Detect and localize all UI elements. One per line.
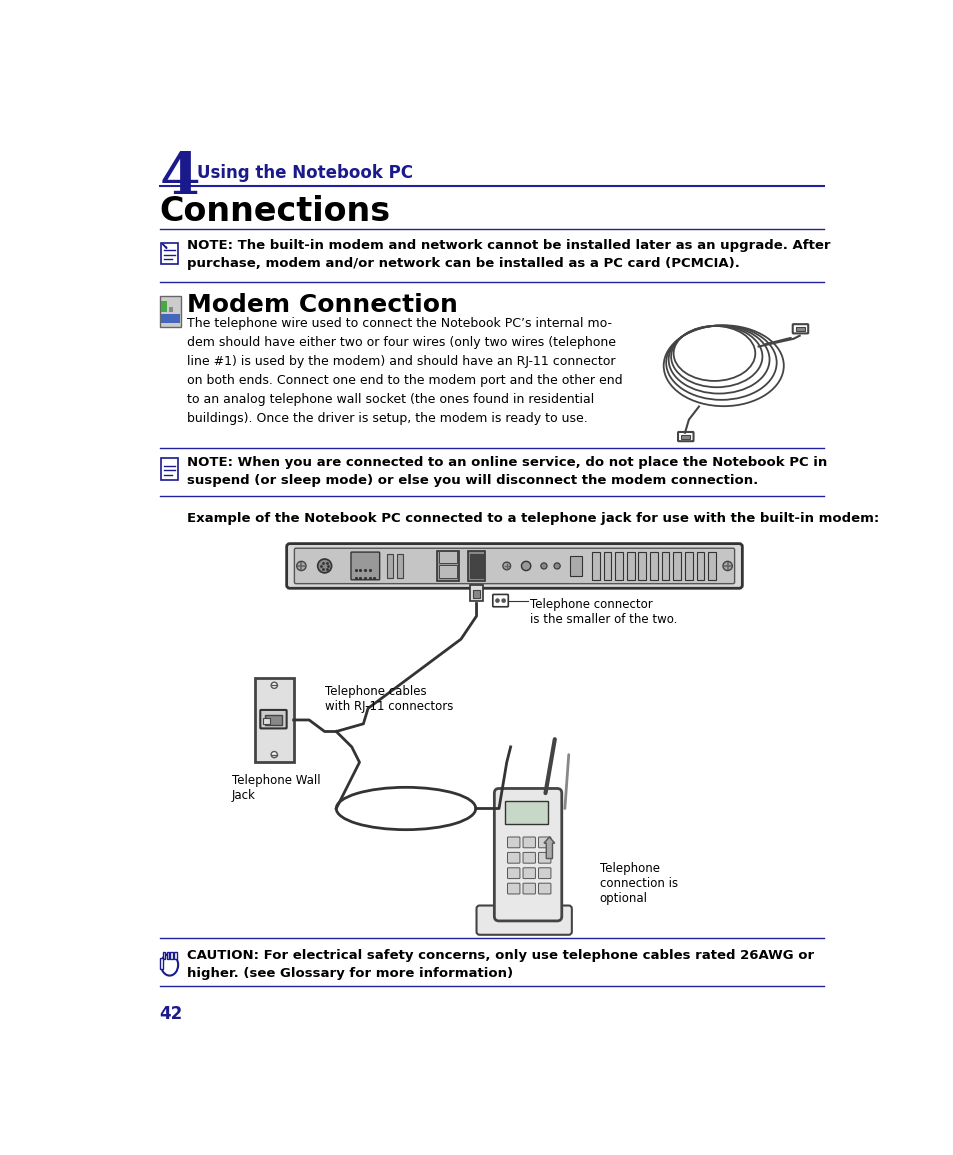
Ellipse shape [554, 562, 559, 569]
Ellipse shape [500, 598, 505, 603]
Ellipse shape [722, 561, 732, 571]
FancyBboxPatch shape [507, 867, 519, 879]
Bar [505, 800, 547, 824]
Bar [263, 717, 270, 724]
Bar [472, 590, 480, 597]
Bar [707, 552, 716, 580]
Text: Connections: Connections [159, 195, 391, 228]
Bar [169, 307, 173, 312]
Bar [438, 551, 456, 562]
Bar [470, 586, 482, 601]
Bar [161, 243, 178, 264]
Text: Telephone cables
with RJ-11 connectors: Telephone cables with RJ-11 connectors [324, 685, 453, 714]
Bar [795, 327, 804, 331]
Bar [592, 552, 599, 580]
Bar [161, 459, 178, 479]
Bar [470, 553, 482, 579]
Ellipse shape [161, 954, 178, 976]
FancyBboxPatch shape [294, 549, 734, 583]
Bar [468, 551, 484, 581]
FancyArrow shape [162, 244, 167, 248]
FancyBboxPatch shape [286, 544, 741, 588]
FancyBboxPatch shape [537, 837, 550, 848]
Text: Telephone connector
is the smaller of the two.: Telephone connector is the smaller of th… [530, 598, 677, 626]
Ellipse shape [271, 752, 277, 758]
Bar [570, 556, 581, 576]
FancyBboxPatch shape [537, 867, 550, 879]
Bar [386, 554, 393, 578]
Text: Modem Connection: Modem Connection [187, 292, 457, 316]
Text: 42: 42 [159, 1005, 183, 1023]
FancyBboxPatch shape [494, 789, 561, 921]
Text: Telephone Wall
Jack: Telephone Wall Jack [232, 774, 320, 802]
FancyBboxPatch shape [678, 432, 693, 441]
FancyBboxPatch shape [522, 852, 535, 863]
Bar [649, 552, 658, 580]
Bar [167, 952, 169, 960]
FancyBboxPatch shape [476, 906, 571, 934]
Ellipse shape [317, 559, 332, 573]
FancyBboxPatch shape [260, 710, 286, 729]
Bar [436, 551, 458, 581]
Bar [162, 952, 165, 960]
FancyBboxPatch shape [522, 884, 535, 894]
Bar [161, 301, 167, 312]
Text: Telephone
connection is
optional: Telephone connection is optional [599, 863, 678, 906]
FancyBboxPatch shape [522, 867, 535, 879]
Ellipse shape [296, 561, 306, 571]
Text: The telephone wire used to connect the Notebook PC’s internal mo-
dem should hav: The telephone wire used to connect the N… [187, 318, 622, 425]
Bar [680, 435, 690, 439]
Text: Using the Notebook PC: Using the Notebook PC [196, 164, 413, 182]
Bar [603, 552, 611, 580]
Ellipse shape [271, 683, 277, 688]
Text: NOTE: The built-in modem and network cannot be installed later as an upgrade. Af: NOTE: The built-in modem and network can… [187, 239, 830, 270]
FancyBboxPatch shape [493, 595, 508, 606]
Bar [161, 314, 179, 323]
Text: NOTE: When you are connected to an online service, do not place the Notebook PC : NOTE: When you are connected to an onlin… [187, 456, 827, 487]
Text: 4: 4 [159, 150, 200, 206]
Bar [254, 678, 294, 762]
FancyBboxPatch shape [351, 552, 379, 580]
Bar [160, 957, 162, 969]
Bar [265, 715, 282, 725]
FancyBboxPatch shape [537, 852, 550, 863]
Bar [684, 552, 692, 580]
Ellipse shape [521, 561, 530, 571]
Bar [661, 552, 669, 580]
Bar [159, 297, 181, 327]
FancyBboxPatch shape [792, 325, 807, 334]
Bar [638, 552, 645, 580]
Bar [626, 552, 634, 580]
FancyBboxPatch shape [507, 837, 519, 848]
FancyArrow shape [543, 837, 555, 858]
FancyBboxPatch shape [507, 884, 519, 894]
Bar [438, 565, 456, 578]
Bar [396, 554, 402, 578]
Text: CAUTION: For electrical safety concerns, only use telephone cables rated 26AWG o: CAUTION: For electrical safety concerns,… [187, 948, 814, 979]
Ellipse shape [502, 562, 510, 569]
Bar [696, 552, 703, 580]
Bar [673, 552, 680, 580]
FancyBboxPatch shape [537, 884, 550, 894]
Bar [615, 552, 622, 580]
Text: Example of the Notebook PC connected to a telephone jack for use with the built-: Example of the Notebook PC connected to … [187, 512, 879, 526]
Bar [174, 952, 176, 960]
FancyBboxPatch shape [507, 852, 519, 863]
Ellipse shape [495, 598, 499, 603]
Bar [171, 952, 172, 960]
Ellipse shape [540, 562, 546, 569]
FancyBboxPatch shape [522, 837, 535, 848]
